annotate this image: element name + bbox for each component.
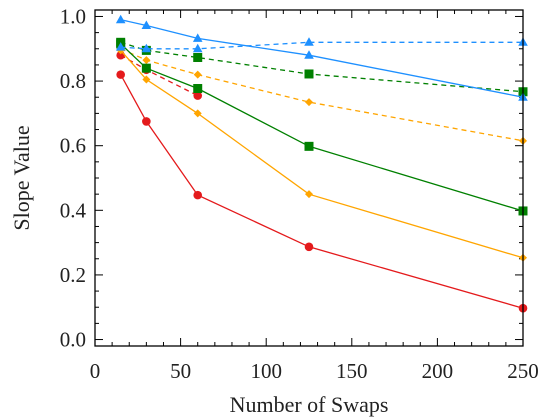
series-6 — [116, 37, 528, 97]
series-line — [120, 54, 198, 97]
data-point — [193, 84, 203, 94]
data-point — [142, 117, 151, 126]
data-point — [305, 190, 313, 199]
y-tick-label: 0.8 — [60, 69, 86, 93]
y-tick-label: 0.0 — [60, 328, 86, 352]
y-tick-label: 0.6 — [60, 134, 86, 158]
series-line — [120, 48, 524, 142]
series-3 — [116, 46, 527, 262]
series-line — [120, 74, 524, 309]
data-point — [115, 14, 126, 24]
series-5 — [116, 39, 528, 216]
x-tick-labels: 0 50 100 150 200 250 — [90, 359, 539, 383]
y-tick-label: 0.2 — [60, 263, 86, 287]
data-point — [304, 69, 314, 79]
y-tick-label: 1.0 — [60, 4, 86, 28]
x-tick-label: 50 — [170, 359, 191, 383]
data-point — [141, 63, 151, 73]
x-tick-label: 200 — [422, 359, 454, 383]
data-point — [193, 52, 203, 62]
data-point — [141, 20, 152, 30]
data-point — [141, 43, 152, 53]
plot-frame — [94, 9, 524, 347]
data-point — [304, 37, 314, 46]
series-line — [120, 41, 523, 50]
data-point — [193, 109, 202, 118]
y-axis-title: Slope Value — [9, 125, 34, 230]
data-point — [116, 70, 125, 79]
data-point — [192, 43, 203, 53]
data-point — [304, 141, 314, 151]
series-layer — [115, 14, 528, 313]
data-point — [193, 91, 203, 100]
data-point — [142, 56, 151, 65]
series-line — [120, 41, 524, 93]
series-2 — [116, 50, 203, 100]
series-line — [120, 43, 524, 212]
series-line — [120, 19, 524, 98]
x-tick-label: 150 — [336, 359, 368, 383]
x-axis-title: Number of Swaps — [230, 392, 389, 417]
data-point — [142, 75, 151, 84]
data-point — [305, 98, 313, 107]
series-1 — [116, 70, 528, 313]
series-4 — [116, 44, 527, 145]
data-point — [304, 242, 314, 252]
data-point — [193, 70, 202, 79]
data-point — [115, 42, 126, 51]
data-point — [304, 50, 314, 59]
data-point — [193, 190, 203, 200]
x-tick-label: 100 — [250, 359, 282, 383]
series-8 — [115, 37, 528, 53]
x-tick-label: 250 — [507, 359, 539, 383]
axis-ticks — [94, 10, 524, 346]
x-tick-label: 0 — [90, 359, 101, 383]
y-tick-labels: 0.0 0.2 0.4 0.6 0.8 1.0 — [60, 4, 87, 351]
y-tick-label: 0.4 — [60, 198, 87, 222]
series-7 — [115, 14, 528, 101]
data-point — [192, 33, 203, 42]
